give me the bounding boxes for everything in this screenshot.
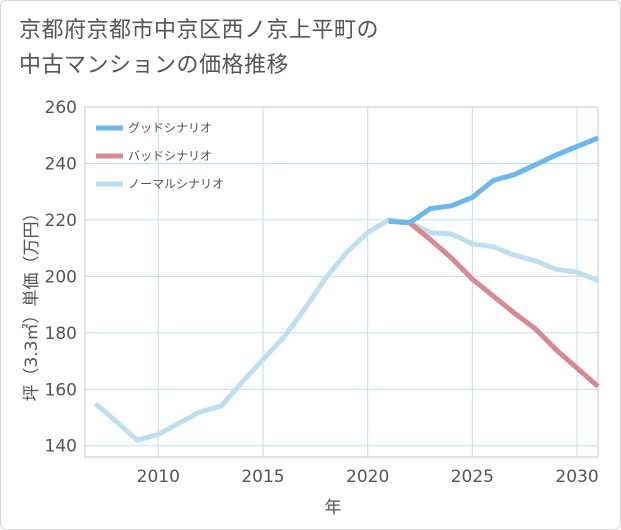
legend-label-bad: バッドシナリオ: [128, 149, 212, 163]
x-tick-2020: 2020: [346, 467, 389, 487]
x-tick-2010: 2010: [137, 467, 180, 487]
chart-title-line-2: 中古マンションの価格推移: [19, 53, 290, 78]
y-tick-200: 200: [45, 267, 77, 287]
y-axis-label: 坪（3.3㎡）単価（万円）: [22, 204, 42, 401]
y-tick-260: 260: [45, 98, 77, 118]
y-tick-140: 140: [45, 437, 77, 457]
x-tick-2015: 2015: [241, 467, 284, 487]
x-tick-2030: 2030: [555, 467, 598, 487]
series-line-bad: [388, 218, 600, 389]
x-axis-label: 年: [325, 498, 342, 518]
y-tick-160: 160: [45, 380, 77, 400]
series-line-good: [388, 135, 599, 226]
series-lines: [93, 135, 600, 443]
y-tick-240: 240: [45, 154, 77, 174]
x-tick-labels: 2010 2015 2020 2025 2030: [137, 467, 599, 487]
chart-title-line-1: 京都府京都市中京区西ノ京上平町の: [19, 18, 380, 43]
series-line-normal: [93, 217, 599, 443]
legend-label-normal: ノーマルシナリオ: [128, 177, 224, 191]
chart-title: 京都府京都市中京区西ノ京上平町の 中古マンションの価格推移: [19, 13, 379, 83]
legend-label-good: グッドシナリオ: [128, 121, 212, 135]
plot-area-border: [84, 106, 599, 458]
x-tick-2025: 2025: [451, 467, 494, 487]
y-tick-220: 220: [45, 211, 77, 231]
y-tick-labels: 140 160 180 200 220 240 260: [45, 98, 77, 457]
y-tick-180: 180: [45, 324, 77, 344]
